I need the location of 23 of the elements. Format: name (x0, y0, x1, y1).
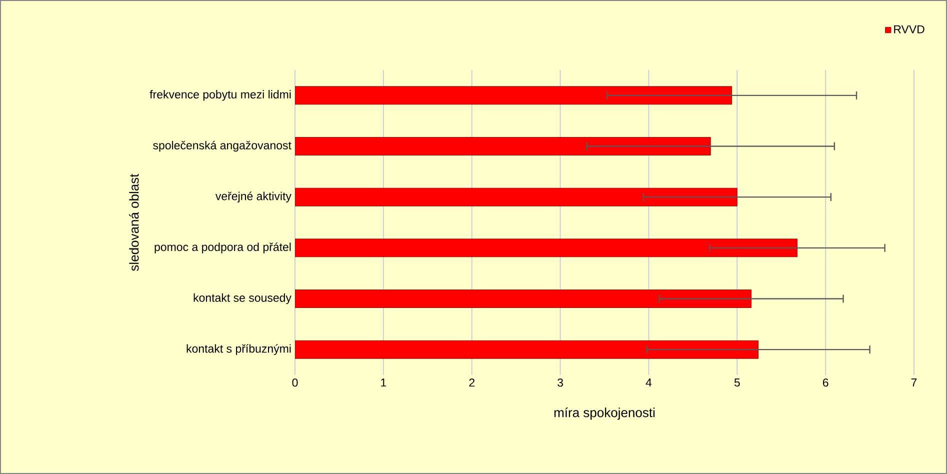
y-tick-label: kontakt s příbuznými (186, 344, 291, 356)
x-axis-title: míra spokojenosti (554, 407, 655, 420)
bar (295, 137, 711, 156)
x-tick-label: 7 (911, 378, 917, 386)
y-tick-label: společenská angažovanost (153, 140, 292, 152)
bar (295, 86, 732, 105)
y-axis-title: sledovaná oblast (129, 174, 139, 271)
x-tick-label: 2 (469, 378, 474, 387)
bar (295, 188, 738, 206)
y-tick-label: frekvence pobytu mezi lidmi (150, 90, 291, 101)
x-tick-label: 0 (292, 378, 298, 387)
x-tick-label: 5 (734, 378, 740, 387)
x-tick-label: 4 (646, 378, 652, 386)
y-tick-label: kontakt se sousedy (194, 293, 292, 304)
y-tick-label: veřejné aktivity (215, 192, 292, 203)
legend-label: RVVD (894, 25, 924, 34)
x-tick-label: 1 (381, 378, 386, 386)
y-tick-label: pomoc a podpora od přátel (154, 242, 291, 254)
x-tick-label: 3 (558, 378, 563, 387)
bar (295, 238, 798, 258)
x-tick-label: 6 (822, 378, 828, 387)
bar (295, 290, 752, 308)
bar (295, 340, 759, 359)
